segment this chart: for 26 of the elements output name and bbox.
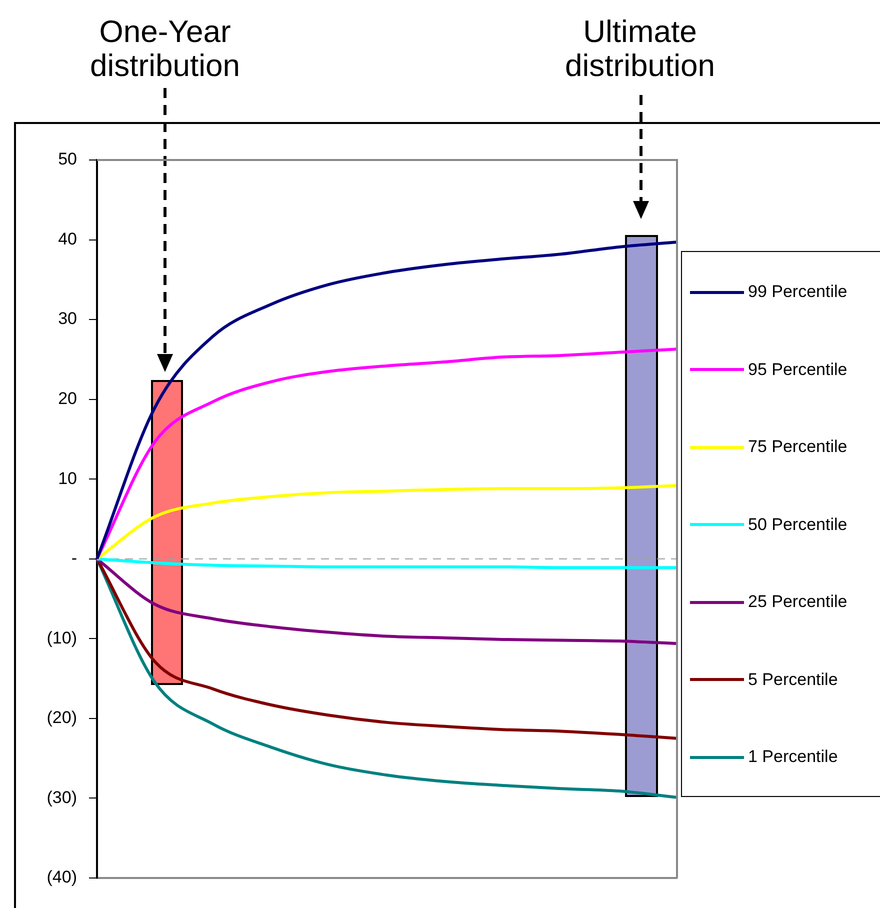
- legend-label: 50 Percentile: [748, 514, 848, 534]
- line-series: [96, 557, 678, 799]
- y-tick-label: (30): [46, 788, 77, 807]
- line-series: [96, 557, 678, 740]
- y-tick-label: 20: [58, 389, 77, 408]
- y-tick-label: (40): [46, 868, 77, 887]
- line-series: [96, 348, 678, 560]
- y-tick-label: 10: [58, 468, 77, 488]
- y-tick-label: 40: [58, 229, 77, 248]
- y-tick-label: 30: [58, 309, 77, 328]
- line-series: [96, 240, 678, 560]
- line-series: [96, 484, 678, 560]
- y-tick-label: (10): [46, 628, 77, 648]
- legend-label: 99 Percentile: [748, 282, 848, 302]
- legend-label: 1 Percentile: [748, 747, 838, 767]
- legend-label: 5 Percentile: [748, 670, 838, 690]
- legend-label: 75 Percentile: [748, 437, 848, 457]
- legend-label: 25 Percentile: [748, 592, 848, 612]
- text: Ultimate distribution: [564, 14, 716, 83]
- line-series: [96, 557, 678, 570]
- text: One-Year distribution: [89, 14, 241, 83]
- y-tick-label: -: [71, 548, 77, 568]
- line-series: [96, 557, 678, 645]
- y-tick-label: 50: [58, 150, 77, 169]
- y-tick-label: (20): [46, 708, 77, 728]
- legend-label: 95 Percentile: [748, 360, 848, 380]
